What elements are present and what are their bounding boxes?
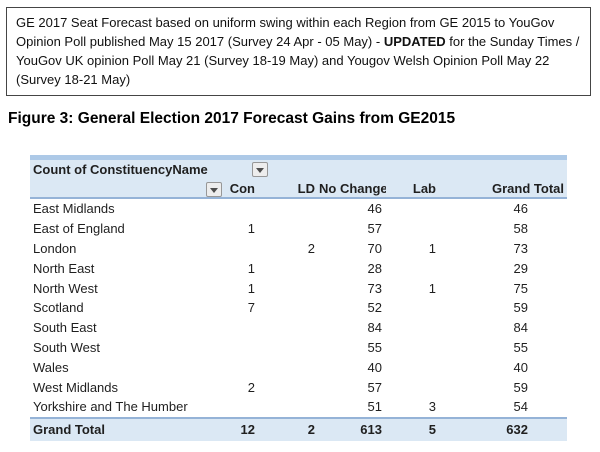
pivot-row: East Midlands 46 46: [30, 199, 567, 219]
region-label: Scotland: [33, 300, 84, 316]
region-label: West Midlands: [33, 379, 119, 395]
region-label: London: [33, 240, 77, 256]
value-cell: 1: [428, 240, 436, 256]
note-text-updated: UPDATED: [383, 34, 446, 49]
value-cell: 73: [367, 280, 382, 296]
value-cell: 54: [513, 399, 528, 415]
note-text-after: for the Sunday Times / YouGov UK opinion…: [16, 34, 580, 87]
region-label: North East: [33, 260, 95, 276]
pivot-column-header-row: Con LD No Change Lab Grand Total: [30, 179, 567, 199]
value-cell: 59: [513, 379, 528, 395]
value-cell: 59: [513, 300, 528, 316]
region-label: East of England: [33, 221, 125, 237]
pivot-row: London 2 70 1 73: [30, 238, 567, 259]
value-cell: 2: [307, 240, 315, 256]
column-header-grand-total: Grand Total: [492, 180, 564, 196]
grand-total-label: Grand Total: [33, 422, 105, 438]
dropdown-arrow-icon: [256, 167, 264, 173]
value-cell: 28: [367, 260, 382, 276]
value-cell: 3: [428, 399, 436, 415]
value-cell: 75: [513, 280, 528, 296]
value-cell: 2: [247, 379, 255, 395]
dropdown-arrow-icon: [210, 187, 218, 193]
value-cell: 7: [247, 300, 255, 316]
value-cell: 55: [367, 339, 382, 355]
column-header-ld: LD: [297, 180, 315, 196]
pivot-row: South West 55 55: [30, 337, 567, 358]
grand-total-row: Grand Total 12 2 613 5 632: [30, 416, 567, 441]
value-cell: 52: [367, 300, 382, 316]
region-label: North West: [33, 280, 98, 296]
value-cell: 51: [367, 399, 382, 415]
column-header-lab: Lab: [412, 180, 436, 196]
value-cell: 73: [513, 240, 528, 256]
grand-total-con: 12: [240, 422, 255, 438]
value-cell: 84: [513, 320, 528, 336]
pivot-row: North West 1 73 1 75: [30, 278, 567, 298]
pivot-table: Count of ConstituencyName Con LD No Chan…: [30, 155, 567, 441]
pivot-row: West Midlands 2 57 59: [30, 377, 567, 397]
pivot-row: North East 1 28 29: [30, 258, 567, 279]
grand-total-ld: 2: [307, 422, 315, 438]
value-cell: 57: [367, 379, 382, 395]
grand-total-grand-total: 632: [506, 422, 528, 438]
pivot-row: Scotland 7 52 59: [30, 297, 567, 318]
value-cell: 40: [367, 359, 382, 375]
row-field-filter-button[interactable]: [206, 182, 222, 197]
pivot-row: Yorkshire and The Humber 51 3 54: [30, 396, 567, 417]
column-header-no-change: No Change: [319, 180, 386, 196]
forecast-note: GE 2017 Seat Forecast based on uniform s…: [6, 7, 591, 96]
value-cell: 70: [367, 240, 382, 256]
value-cell: 46: [513, 201, 528, 217]
value-cell: 29: [513, 260, 528, 276]
pivot-row: Wales 40 40: [30, 357, 567, 378]
value-cell: 58: [513, 221, 528, 237]
pivot-row: East of England 1 57 58: [30, 218, 567, 239]
pivot-header-row-1: Count of ConstituencyName: [30, 160, 567, 179]
region-label: East Midlands: [33, 201, 115, 217]
region-label: Wales: [33, 359, 69, 375]
value-cell: 1: [247, 280, 255, 296]
pivot-row: South East 84 84: [30, 317, 567, 338]
pivot-body: East Midlands 46 46 East of England 1 57 58 Lon…: [30, 199, 567, 417]
pivot-title: Count of ConstituencyName: [33, 162, 208, 177]
value-cell: 40: [513, 359, 528, 375]
value-cell: 1: [247, 260, 255, 276]
grand-total-lab: 5: [428, 422, 436, 438]
value-cell: 57: [367, 221, 382, 237]
region-label: South East: [33, 320, 97, 336]
grand-total-no-change: 613: [360, 422, 382, 438]
value-cell: 55: [513, 339, 528, 355]
column-header-con: Con: [229, 180, 255, 196]
value-cell: 84: [367, 320, 382, 336]
value-cell: 1: [247, 221, 255, 237]
note-text-before: GE 2017 Seat Forecast based on uniform s…: [16, 15, 555, 49]
figure-title: Figure 3: General Election 2017 Forecast…: [8, 110, 456, 127]
value-cell: 46: [367, 201, 382, 217]
region-label: Yorkshire and The Humber: [33, 399, 188, 415]
value-cell: 1: [428, 280, 436, 296]
column-field-filter-button[interactable]: [252, 162, 268, 177]
pivot-top-border: [30, 155, 567, 160]
region-label: South West: [33, 339, 100, 355]
